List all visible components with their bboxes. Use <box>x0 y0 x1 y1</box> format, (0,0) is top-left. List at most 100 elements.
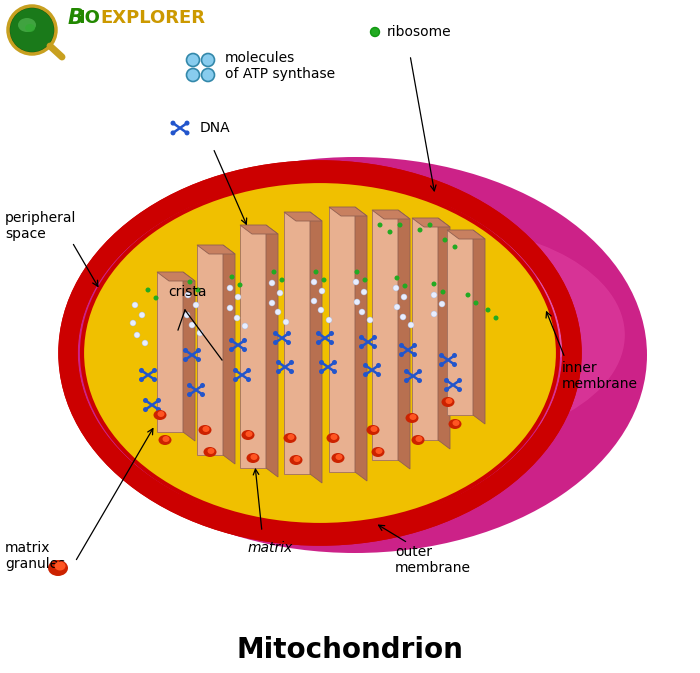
Ellipse shape <box>284 433 297 443</box>
Ellipse shape <box>398 223 402 227</box>
Ellipse shape <box>319 288 325 294</box>
Text: ribosome: ribosome <box>387 25 452 39</box>
Ellipse shape <box>354 299 360 305</box>
Ellipse shape <box>183 348 188 353</box>
Polygon shape <box>197 245 235 254</box>
Polygon shape <box>398 210 410 469</box>
Ellipse shape <box>363 277 368 283</box>
Ellipse shape <box>332 453 344 463</box>
Ellipse shape <box>445 398 452 404</box>
Ellipse shape <box>326 433 340 443</box>
Ellipse shape <box>372 344 377 349</box>
Ellipse shape <box>246 377 251 382</box>
Ellipse shape <box>187 392 192 397</box>
Ellipse shape <box>316 340 321 345</box>
Ellipse shape <box>171 131 176 135</box>
Ellipse shape <box>372 447 384 457</box>
Bar <box>197 245 223 455</box>
Ellipse shape <box>319 369 324 374</box>
Ellipse shape <box>319 360 324 365</box>
Ellipse shape <box>185 120 190 126</box>
Ellipse shape <box>417 369 422 374</box>
Ellipse shape <box>321 277 326 283</box>
Ellipse shape <box>314 269 318 275</box>
Ellipse shape <box>18 18 36 32</box>
Ellipse shape <box>185 131 190 135</box>
Text: EXPLORER: EXPLORER <box>100 9 205 27</box>
Ellipse shape <box>158 435 172 445</box>
Ellipse shape <box>246 368 251 373</box>
Ellipse shape <box>376 372 381 377</box>
Ellipse shape <box>444 378 449 383</box>
Ellipse shape <box>401 294 407 300</box>
Ellipse shape <box>139 312 145 318</box>
Ellipse shape <box>377 223 382 227</box>
Ellipse shape <box>372 335 377 340</box>
Ellipse shape <box>143 407 148 412</box>
Ellipse shape <box>246 431 253 437</box>
Ellipse shape <box>48 560 68 576</box>
Ellipse shape <box>452 353 457 358</box>
Ellipse shape <box>233 368 238 373</box>
Ellipse shape <box>185 292 191 298</box>
Text: membrane: membrane <box>395 561 471 575</box>
Text: B: B <box>68 8 84 28</box>
Ellipse shape <box>400 314 406 320</box>
Ellipse shape <box>158 411 164 417</box>
Ellipse shape <box>373 266 578 384</box>
Text: Mitochondrion: Mitochondrion <box>237 636 463 664</box>
Text: outer: outer <box>395 545 432 559</box>
Bar <box>329 207 355 472</box>
Ellipse shape <box>196 357 201 362</box>
Bar <box>447 230 473 415</box>
Ellipse shape <box>152 377 157 382</box>
Ellipse shape <box>311 279 317 285</box>
Ellipse shape <box>318 307 324 313</box>
Text: matrix: matrix <box>248 541 293 555</box>
Ellipse shape <box>363 363 368 368</box>
Text: of ATP synthase: of ATP synthase <box>225 67 335 81</box>
Ellipse shape <box>162 436 169 442</box>
Ellipse shape <box>288 434 295 440</box>
Ellipse shape <box>457 378 462 383</box>
Ellipse shape <box>316 331 321 336</box>
Ellipse shape <box>416 436 423 442</box>
Ellipse shape <box>183 357 188 362</box>
Ellipse shape <box>229 347 234 352</box>
Ellipse shape <box>139 377 144 382</box>
Polygon shape <box>372 210 410 219</box>
Ellipse shape <box>134 332 140 338</box>
Ellipse shape <box>187 383 192 388</box>
Ellipse shape <box>184 312 190 318</box>
Text: IO: IO <box>78 9 100 27</box>
Polygon shape <box>412 218 450 227</box>
Ellipse shape <box>276 360 281 365</box>
Ellipse shape <box>153 295 158 301</box>
Ellipse shape <box>394 304 400 310</box>
Ellipse shape <box>486 308 491 312</box>
Ellipse shape <box>402 283 407 289</box>
Ellipse shape <box>452 362 457 367</box>
Ellipse shape <box>269 300 275 306</box>
Ellipse shape <box>186 69 200 81</box>
Ellipse shape <box>428 223 433 227</box>
Ellipse shape <box>473 301 479 306</box>
Ellipse shape <box>439 362 444 367</box>
Ellipse shape <box>375 448 382 454</box>
Ellipse shape <box>242 347 247 352</box>
Ellipse shape <box>329 331 334 336</box>
Ellipse shape <box>234 315 240 321</box>
Text: granules: granules <box>5 557 65 571</box>
Ellipse shape <box>293 456 300 462</box>
Ellipse shape <box>431 292 437 298</box>
Ellipse shape <box>188 279 193 285</box>
Ellipse shape <box>335 454 342 460</box>
Text: DNA: DNA <box>200 121 230 135</box>
Ellipse shape <box>204 447 216 457</box>
Ellipse shape <box>354 269 360 275</box>
Ellipse shape <box>290 455 302 465</box>
Polygon shape <box>183 272 195 441</box>
Ellipse shape <box>207 448 214 454</box>
Text: crista: crista <box>168 285 206 299</box>
Ellipse shape <box>272 269 276 275</box>
